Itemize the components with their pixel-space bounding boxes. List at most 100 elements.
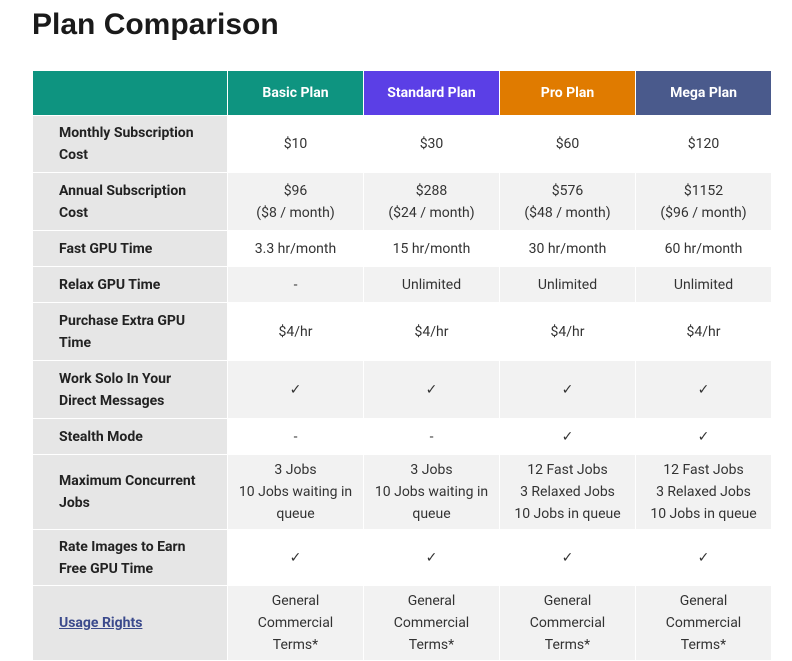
cell-text: $30 xyxy=(419,136,444,152)
cell-text: General Commercial Terms* xyxy=(257,593,334,653)
table-cell: ✓ xyxy=(363,360,500,419)
table-cell: $4/hr xyxy=(499,302,636,361)
table-cell: General Commercial Terms* xyxy=(499,585,636,661)
table-row: Fast GPU Time 3.3 hr/month 15 hr/month 30 h… xyxy=(32,230,772,267)
cell-text: ✓ xyxy=(561,549,574,566)
cell-text: - xyxy=(293,428,298,445)
cell-text: 3 Relaxed Jobs xyxy=(656,484,751,500)
row-label-text: Rate Images to Earn Free GPU Time xyxy=(59,538,186,577)
cell-text: 3 Jobs xyxy=(274,462,317,478)
cell-text: 12 Fast Jobs xyxy=(527,462,608,478)
table-cell: Unlimited xyxy=(635,266,772,303)
cell-text: 15 hr/month xyxy=(392,240,471,257)
cell-text: $10 xyxy=(283,136,308,152)
plan-header: Basic Plan xyxy=(227,70,364,116)
cell-text: 60 hr/month xyxy=(664,240,743,257)
cell-text: 10 Jobs in queue xyxy=(514,506,621,522)
row-label: Annual Subscription Cost xyxy=(32,172,228,231)
table-row: Rate Images to Earn Free GPU Time ✓ ✓ ✓ ✓ xyxy=(32,529,772,586)
table-cell: $120 xyxy=(635,115,772,173)
table-cell: 15 hr/month xyxy=(363,230,500,267)
row-label: Purchase Extra GPU Time xyxy=(32,302,228,361)
row-label: Usage Rights xyxy=(32,585,228,661)
table-cell: ✓ xyxy=(499,529,636,586)
cell-text: $288 xyxy=(415,182,448,199)
table-cell: - xyxy=(363,418,500,455)
cell-text: ($48 / month) xyxy=(524,204,611,221)
row-label-text: Relax GPU Time xyxy=(59,276,161,293)
table-cell: $576 ($48 / month) xyxy=(499,172,636,231)
table-cell: - xyxy=(227,418,364,455)
cell-text: Unlimited xyxy=(537,276,598,293)
cell-text: ✓ xyxy=(561,428,574,445)
table-cell: ✓ xyxy=(499,360,636,419)
table-cell: General Commercial Terms* xyxy=(635,585,772,661)
table-cell: Unlimited xyxy=(499,266,636,303)
table-cell: ✓ xyxy=(635,360,772,419)
table-cell: ✓ xyxy=(635,529,772,586)
row-label: Fast GPU Time xyxy=(32,230,228,267)
cell-text: $4/hr xyxy=(414,323,449,340)
cell-text: ($96 / month) xyxy=(660,204,747,221)
table-cell: $1152 ($96 / month) xyxy=(635,172,772,231)
table-cell: 12 Fast Jobs 3 Relaxed Jobs 10 Jobs in que… xyxy=(635,454,772,530)
table-cell: 60 hr/month xyxy=(635,230,772,267)
row-label: Rate Images to Earn Free GPU Time xyxy=(32,529,228,586)
header-cell xyxy=(32,70,228,116)
row-label: Maximum Concurrent Jobs xyxy=(32,454,228,530)
table-row: Monthly Subscription Cost $10 $30 $60 $120 xyxy=(32,115,772,173)
table-row: Purchase Extra GPU Time $4/hr $4/hr $4/hr $4… xyxy=(32,302,772,361)
cell-text: General Commercial Terms* xyxy=(529,593,606,653)
cell-text: ($8 / month) xyxy=(256,204,335,221)
cell-text: $4/hr xyxy=(278,323,313,340)
cell-text: ✓ xyxy=(697,428,710,445)
table-cell: $288 ($24 / month) xyxy=(363,172,500,231)
cell-text: $4/hr xyxy=(686,323,721,340)
table-cell: 3.3 hr/month xyxy=(227,230,364,267)
table-row: Relax GPU Time - Unlimited Unlimited Unlimit… xyxy=(32,266,772,303)
table-cell: 3 Jobs 10 Jobs waiting in queue xyxy=(227,454,364,530)
table-cell: 30 hr/month xyxy=(499,230,636,267)
cell-text: ✓ xyxy=(561,381,574,398)
table-cell: ✓ xyxy=(635,418,772,455)
cell-text: ✓ xyxy=(697,549,710,566)
table-cell: $4/hr xyxy=(227,302,364,361)
table-cell: $30 xyxy=(363,115,500,173)
plan-header: Mega Plan xyxy=(635,70,772,116)
cell-text: ✓ xyxy=(425,381,438,398)
table-cell: $10 xyxy=(227,115,364,173)
row-label-text: Fast GPU Time xyxy=(59,240,153,257)
table-row: Annual Subscription Cost $96 ($8 / month) $… xyxy=(32,172,772,231)
cell-text: ✓ xyxy=(289,549,302,566)
cell-text: 3 Jobs xyxy=(410,462,453,478)
cell-text: $1152 xyxy=(683,182,724,199)
table-cell: $4/hr xyxy=(635,302,772,361)
table-cell: - xyxy=(227,266,364,303)
table-body: Monthly Subscription Cost $10 $30 $60 $120 An… xyxy=(32,115,772,661)
cell-text: ($24 / month) xyxy=(388,204,475,221)
table-row: Work Solo In Your Direct Messages ✓ ✓ ✓ ✓ xyxy=(32,360,772,419)
cell-text: Unlimited xyxy=(673,276,734,293)
usage-rights-link[interactable]: Usage Rights xyxy=(59,615,143,631)
table-cell: ✓ xyxy=(227,529,364,586)
row-label-text: Monthly Subscription Cost xyxy=(59,125,194,163)
row-label: Monthly Subscription Cost xyxy=(32,115,228,173)
cell-text: $60 xyxy=(555,136,580,152)
row-label-text: Work Solo In Your Direct Messages xyxy=(59,370,172,409)
table-row: Maximum Concurrent Jobs 3 Jobs 10 Jobs wai… xyxy=(32,454,772,530)
cell-text: Unlimited xyxy=(401,276,462,293)
cell-text: 3 Relaxed Jobs xyxy=(520,484,615,500)
cell-text: - xyxy=(429,428,434,445)
row-label: Work Solo In Your Direct Messages xyxy=(32,360,228,419)
table-cell: Unlimited xyxy=(363,266,500,303)
cell-text: 10 Jobs in queue xyxy=(650,506,757,522)
table-cell: 12 Fast Jobs 3 Relaxed Jobs 10 Jobs in que… xyxy=(499,454,636,530)
row-label-text: Purchase Extra GPU Time xyxy=(59,312,186,351)
cell-text: $4/hr xyxy=(550,323,585,340)
cell-text: General Commercial Terms* xyxy=(665,593,742,653)
page-title: Plan Comparison xyxy=(32,8,279,41)
table-cell: $60 xyxy=(499,115,636,173)
row-label: Stealth Mode xyxy=(32,418,228,455)
table-cell: ✓ xyxy=(499,418,636,455)
